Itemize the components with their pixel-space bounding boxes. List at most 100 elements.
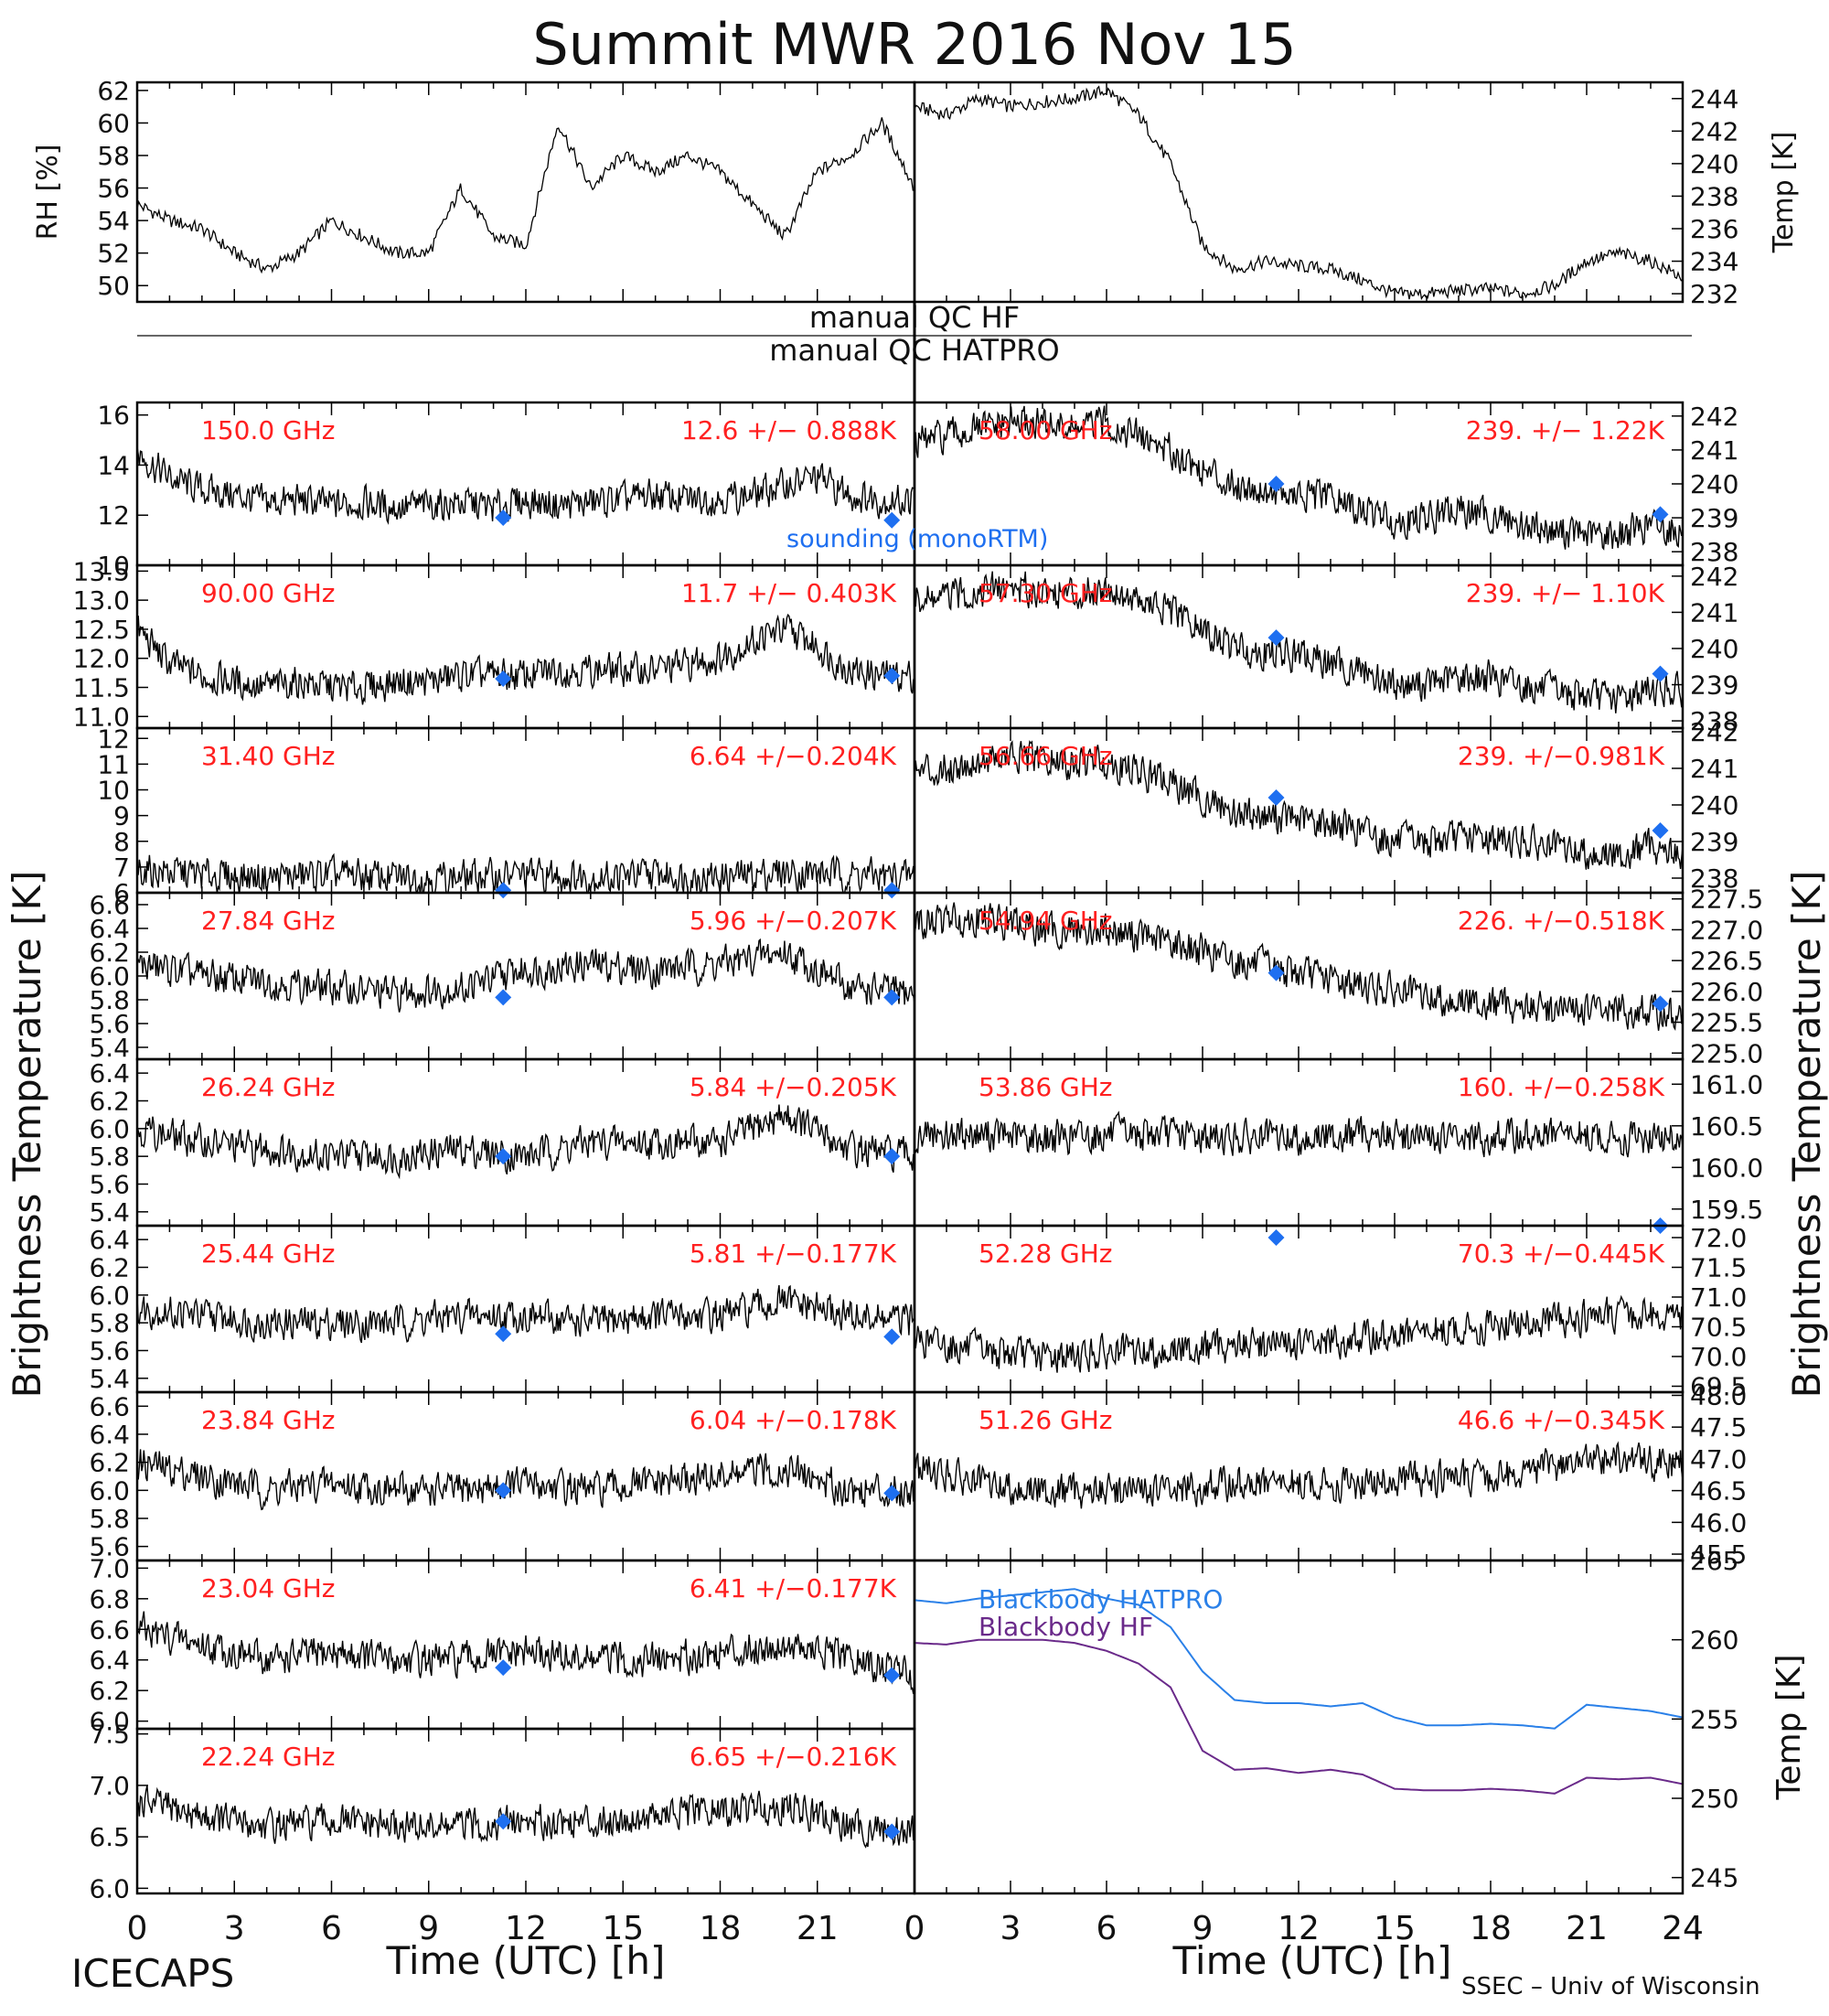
y-tick-label: 242 [1690,562,1738,592]
x-axis-label-left: Time (UTC) [h] [386,1938,666,1983]
y-tick-label: 6.2 [89,1087,130,1117]
x-tick-label: 0 [904,1910,925,1947]
sounding-marker [495,1813,512,1830]
y-tick-label: 11.0 [73,702,130,732]
panel-f22: 6.0 6.5 7.0 7.5 22.24 GHz 6.65 +/−0.216K [89,1720,916,1903]
panel-blackbody: 245 250 255 260 265 Blackbody HATPROBlackbody… [913,1546,1808,1895]
x-tick-label: 21 [797,1910,839,1947]
x-tick-label: 6 [1096,1910,1118,1947]
stat-label: 6.04 +/−0.178K [690,1405,897,1435]
panel-f56: 238 239 240 241 242 56.66 GHz 239. +/−0.981K [913,717,1738,895]
x-tick-label: 18 [700,1910,742,1947]
stat-label: 5.81 +/−0.177K [690,1239,897,1269]
plot-area [137,613,914,705]
y-tick-label: 239 [1690,827,1738,857]
sounding-marker [883,989,901,1006]
y-tick-label: 5.6 [89,1532,130,1562]
y-tick-label: 160.0 [1690,1153,1763,1183]
y-tick-label: 47.5 [1690,1412,1747,1442]
panel-f90: 11.011.512.012.513.013.5 90.00 GHz 11.7 +/… [73,556,916,732]
chart-title: Summit MWR 2016 Nov 15 [532,11,1296,78]
x-axis-label-right: Time (UTC) [h] [1172,1938,1452,1983]
plot-area [137,938,914,1013]
y-tick-label: 6.2 [89,938,130,968]
x-tick-label: 24 [1662,1910,1704,1947]
frequency-label: 26.24 GHz [201,1072,336,1102]
y-tick-label: 6.4 [89,1225,130,1255]
stat-label: 11.7 +/− 0.403K [681,578,897,608]
y-tick-label: 238 [1690,863,1738,894]
y-tick-label: 240 [1690,634,1738,664]
y-tick-label: 5.4 [89,1033,130,1063]
plot-area [914,1441,1683,1509]
series-line-1 [914,1638,1683,1795]
series-trace-f90 [137,613,914,705]
x-tick-label: 18 [1470,1910,1512,1947]
series-trace-f53 [914,1110,1683,1158]
frequency-label: 53.86 GHz [979,1072,1113,1102]
plot-area [137,1449,914,1511]
y-tick-label: 234 [1690,247,1738,277]
stat-label: 12.6 +/− 0.888K [681,415,897,445]
y-tick-label: 238 [1690,706,1738,736]
y-tick-label: 265 [1690,1546,1738,1576]
frequency-label: 58.00 GHz [979,415,1113,445]
frequency-label: 23.04 GHz [201,1573,336,1603]
plot-area [137,1104,914,1180]
sounding-legend-label: sounding (monoRTM) [786,525,1048,553]
y-tick-label: 11 [97,749,130,779]
y-tick-label: 6.6 [89,1614,130,1645]
series-trace-f52 [914,1294,1683,1373]
plot-area [914,902,1683,1031]
plot-area [914,405,1683,551]
x-tick-label: 15 [602,1910,644,1947]
y-tick-label: 69.5 [1690,1372,1747,1402]
y-tick-label: 56 [97,174,130,204]
series-trace-f25 [137,1284,914,1344]
panel-frame [913,80,1685,304]
sounding-marker [883,1823,901,1840]
y-tick-label: 7.5 [89,1720,130,1750]
y-tick-label: 227.5 [1690,885,1763,915]
stat-label: 239. +/− 1.22K [1466,415,1665,445]
y-tick-label: 227.0 [1690,915,1763,945]
y-tick-label: 6.0 [89,1475,130,1506]
y-tick-label: 7 [113,853,130,883]
series-trace-f22 [137,1785,914,1849]
sounding-marker [495,1659,512,1677]
bt-right-axis-label: Brightness Temperature [K] [1784,871,1829,1399]
y-tick-label: 225.5 [1690,1008,1763,1038]
sounding-marker [883,1148,901,1165]
sounding-marker [1267,476,1285,492]
y-tick-label: 6.2 [89,1676,130,1706]
panel-f57: 238 239 240 241 242 57.30 GHz 239. +/− 1.10K [913,562,1738,736]
sounding-marker [883,1328,901,1346]
y-axis-label: Temp [K] [1768,132,1800,254]
y-tick-label: 260 [1690,1625,1738,1656]
panel-f53: 159.5 160.0 160.5 161.0 53.86 GHz 160. +/−0.2… [913,1057,1763,1228]
y-tick-label: 50 [97,271,130,301]
y-tick-label: 70.0 [1690,1342,1747,1372]
y-tick-label: 11.5 [73,673,130,703]
y-tick-label: 244 [1690,84,1738,114]
y-tick-label: 6 [113,878,130,908]
y-tick-label: 5.8 [89,1142,130,1172]
y-tick-label: 46.5 [1690,1476,1747,1507]
y-tick-label: 5.4 [89,1197,130,1228]
x-tick-label: 9 [1193,1910,1214,1947]
y-tick-label: 54 [97,206,130,236]
y-tick-label: 242 [1690,402,1738,432]
y-tick-label: 6.6 [89,1391,130,1421]
y-tick-label: 72.0 [1690,1223,1747,1253]
series-trace-f23 [137,1449,914,1511]
y-tick-label: 242 [1690,717,1738,747]
plot-area [914,1294,1683,1373]
y-tick-label: 47.0 [1690,1444,1747,1474]
stat-label: 6.64 +/−0.204K [690,741,897,771]
y-tick-label: 226.5 [1690,946,1763,976]
y-tick-label: 159.5 [1690,1195,1763,1225]
